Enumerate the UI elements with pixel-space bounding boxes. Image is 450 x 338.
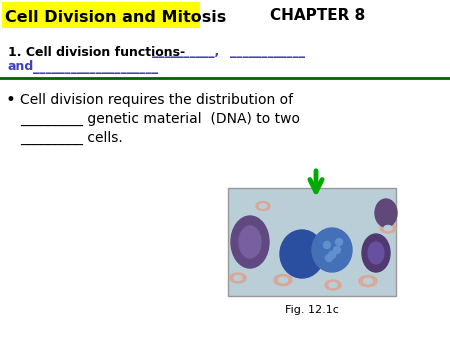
Ellipse shape [231,216,269,268]
Text: Cell Division and Mitosis: Cell Division and Mitosis [5,9,226,24]
Text: 1. Cell division functions-: 1. Cell division functions- [8,46,185,58]
Ellipse shape [234,275,242,281]
Ellipse shape [230,273,246,283]
Ellipse shape [279,277,288,283]
FancyBboxPatch shape [228,188,396,296]
Ellipse shape [239,226,261,258]
Ellipse shape [364,278,373,284]
Text: Cell division requires the distribution of: Cell division requires the distribution … [20,93,293,107]
Ellipse shape [260,204,266,208]
Text: •: • [6,91,16,109]
Ellipse shape [256,201,270,211]
Text: __________,: __________, [152,46,219,58]
Circle shape [324,241,330,248]
Text: ____________________: ____________________ [33,61,158,73]
FancyBboxPatch shape [2,2,200,28]
Ellipse shape [359,275,377,287]
Ellipse shape [368,242,384,264]
Text: and: and [8,61,34,73]
Ellipse shape [384,225,392,231]
Circle shape [336,239,342,245]
Ellipse shape [380,223,396,233]
Text: _________ genetic material  (DNA) to two: _________ genetic material (DNA) to two [20,112,300,126]
Ellipse shape [375,199,397,227]
Text: CHAPTER 8: CHAPTER 8 [270,8,365,24]
Circle shape [333,246,341,254]
Ellipse shape [274,274,292,286]
Circle shape [328,251,336,259]
Ellipse shape [280,230,324,278]
Text: _________ cells.: _________ cells. [20,131,123,145]
Text: Fig. 12.1c: Fig. 12.1c [285,305,339,315]
Circle shape [325,255,333,262]
Ellipse shape [362,234,390,272]
Ellipse shape [329,283,337,288]
Ellipse shape [325,280,341,290]
Ellipse shape [312,228,352,272]
Text: ____________: ____________ [230,46,305,58]
